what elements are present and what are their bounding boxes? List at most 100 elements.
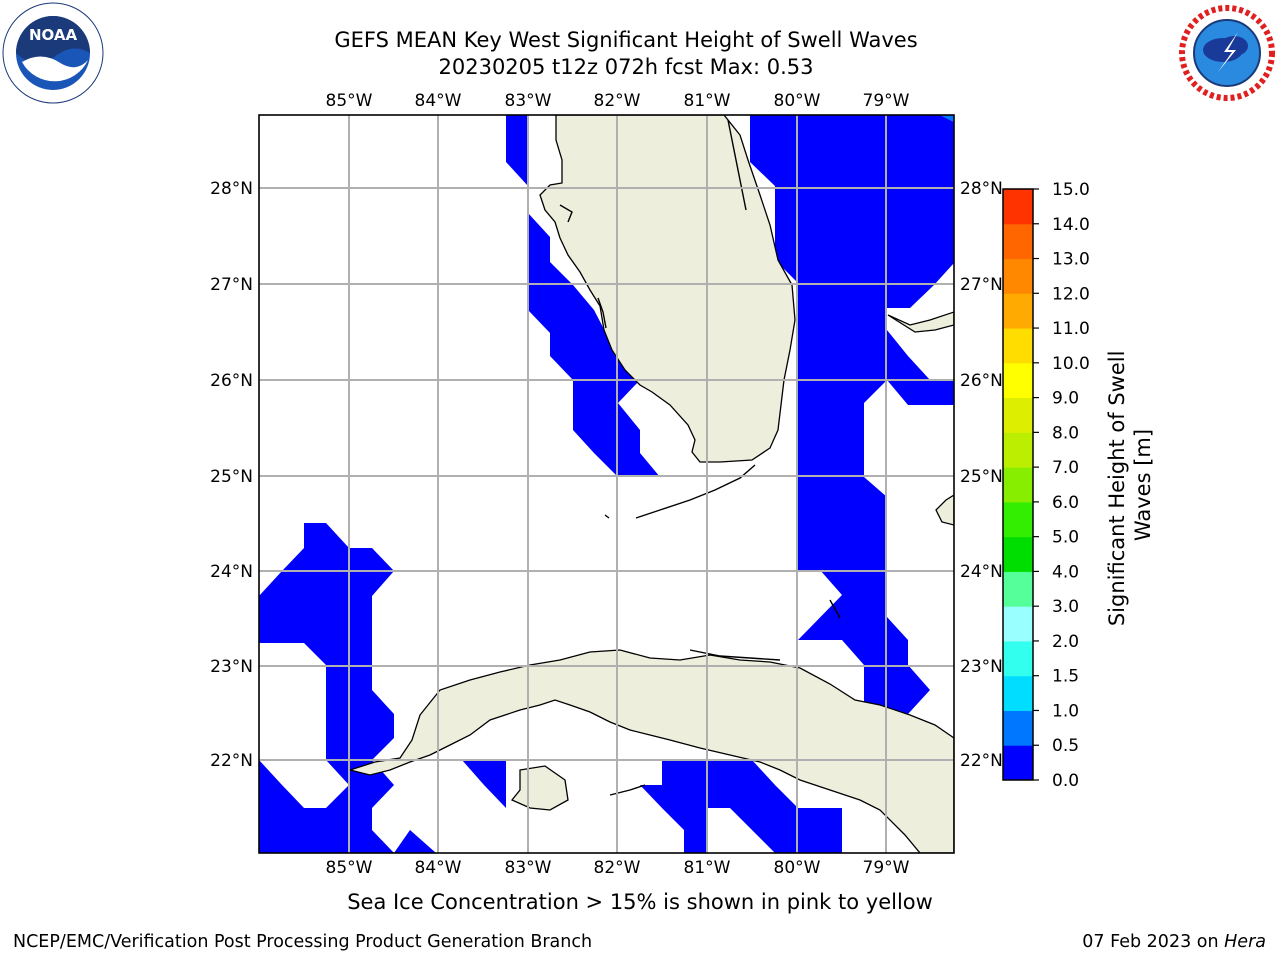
colorbar-swatch xyxy=(1003,397,1033,433)
colorbar-tick-label: 9.0 xyxy=(1052,389,1079,409)
colorbar-tick-label: 12.0 xyxy=(1052,284,1090,304)
map-border xyxy=(258,114,955,854)
isla-de-la-juventud xyxy=(510,765,569,811)
gridlines xyxy=(259,115,954,853)
lat-label-right-26n: 26°N xyxy=(960,371,1003,391)
colorbar-label-line2: Waves [m] xyxy=(1131,429,1155,541)
colorbar-label: Significant Height of Swell Waves [m] xyxy=(1105,344,1155,626)
swell-region-atlantic xyxy=(750,115,954,714)
lat-label-left-22n: 22°N xyxy=(210,751,253,771)
colorbar-swatch xyxy=(1003,710,1033,746)
swell-region-cuba-south-1 xyxy=(462,760,506,808)
bahamas-cays xyxy=(829,599,841,619)
lat-label-right-23n: 23°N xyxy=(960,657,1003,677)
colorbar-tick-label: 7.0 xyxy=(1052,458,1079,478)
footer-credit: NCEP/EMC/Verification Post Processing Pr… xyxy=(13,932,593,952)
lon-label-bottom-85w: 85°W xyxy=(326,858,373,878)
land xyxy=(347,115,954,853)
lon-label-bottom-80w: 80°W xyxy=(774,858,821,878)
lat-label-left-24n: 24°N xyxy=(210,562,253,582)
lat-label-right-22n: 22°N xyxy=(960,751,1003,771)
colorbar-tick-label: 4.0 xyxy=(1052,562,1079,582)
florida-peninsula xyxy=(539,115,796,463)
noaa-logo: NOAA xyxy=(2,2,104,104)
colorbar-swatch xyxy=(1003,606,1033,642)
colorbar-border xyxy=(1002,188,1034,781)
lat-labels-left: 28°N 27°N 26°N 25°N 24°N 23°N 22°N xyxy=(210,179,253,771)
colorbar-tick-label: 5.0 xyxy=(1052,528,1079,548)
colorbar-swatch xyxy=(1003,640,1033,677)
colorbar-swatch xyxy=(1003,536,1033,572)
swell-region-sw-florida xyxy=(528,213,660,477)
colorbar-ticks: 0.0 0.5 1.0 1.5 2.0 3.0 4.0 5.0 6.0 7.0 8.0 9.0 10.0… xyxy=(1033,180,1090,791)
lat-labels-right: 28°N 27°N 26°N 25°N 24°N 23°N 22°N xyxy=(960,179,1003,771)
colorbar-tick-label: 15.0 xyxy=(1052,180,1090,200)
dry-tortugas xyxy=(604,514,610,519)
colorbar-tick-label: 2.0 xyxy=(1052,632,1079,652)
colorbar-tick-label: 13.0 xyxy=(1052,250,1090,270)
lon-label-top-81w: 81°W xyxy=(684,91,731,111)
colorbar-tick-label: 10.0 xyxy=(1052,354,1090,374)
footer-date-text: 07 Feb 2023 on xyxy=(1082,932,1225,952)
lat-label-left-25n: 25°N xyxy=(210,467,253,487)
swell-region-higher xyxy=(940,115,954,122)
florida-gulf-islands xyxy=(597,297,607,329)
swell-region-nw-gulf xyxy=(506,115,528,186)
colorbar-swatch xyxy=(1003,328,1033,364)
footer-date: 07 Feb 2023 on Hera xyxy=(1082,932,1266,952)
colorbar-tick-label: 14.0 xyxy=(1052,215,1090,235)
bahamas-andros xyxy=(935,494,954,526)
colorbar-swatch xyxy=(1003,293,1033,329)
lon-label-top-80w: 80°W xyxy=(774,91,821,111)
colorbar-swatch xyxy=(1003,189,1033,225)
colorbar-swatch xyxy=(1003,258,1033,294)
lat-label-left-23n: 23°N xyxy=(210,657,253,677)
colorbar-tick-label: 3.0 xyxy=(1052,597,1079,617)
lat-label-right-25n: 25°N xyxy=(960,467,1003,487)
swell-region-cuba-south-2 xyxy=(640,760,842,853)
lat-label-right-28n: 28°N xyxy=(960,179,1003,199)
colorbar-swatch xyxy=(1003,362,1033,399)
lat-label-left-28n: 28°N xyxy=(210,179,253,199)
lon-label-top-82w: 82°W xyxy=(594,91,641,111)
lon-label-top-83w: 83°W xyxy=(505,91,552,111)
colorbar-swatch xyxy=(1003,571,1033,607)
colorbar-swatch xyxy=(1003,501,1033,538)
colorbar-tick-label: 0.0 xyxy=(1052,771,1079,791)
colorbar-tick-label: 8.0 xyxy=(1052,423,1079,443)
lat-label-right-24n: 24°N xyxy=(960,562,1003,582)
colorbar-tick-label: 1.0 xyxy=(1052,701,1079,721)
colorbar-tick-label: 1.5 xyxy=(1052,667,1079,687)
colorbar-label-line1: Significant Height of Swell xyxy=(1105,351,1129,627)
noaa-logo-text: NOAA xyxy=(29,26,78,44)
colorbar-swatch xyxy=(1003,675,1033,711)
footer-host: Hera xyxy=(1224,932,1266,952)
sea-ice-caption: Sea Ice Concentration > 15% is shown in … xyxy=(347,890,933,914)
colorbar-swatch xyxy=(1003,432,1033,468)
lon-label-bottom-79w: 79°W xyxy=(863,858,910,878)
lat-label-left-26n: 26°N xyxy=(210,371,253,391)
lon-label-bottom-84w: 84°W xyxy=(415,858,462,878)
lon-labels-bottom: 85°W 84°W 83°W 82°W 81°W 80°W 79°W xyxy=(326,858,910,878)
lat-label-right-27n: 27°N xyxy=(960,275,1003,295)
cuba xyxy=(347,649,954,853)
lon-label-top-79w: 79°W xyxy=(863,91,910,111)
lon-label-bottom-83w: 83°W xyxy=(505,858,552,878)
colorbar-tick-label: 6.0 xyxy=(1052,493,1079,513)
lon-label-top-84w: 84°W xyxy=(415,91,462,111)
bahamas-grand-bahama xyxy=(887,311,954,333)
chart-subtitle: 20230205 t12z 072h fcst Max: 0.53 xyxy=(438,55,814,79)
lat-label-left-27n: 27°N xyxy=(210,275,253,295)
lon-labels-top: 85°W 84°W 83°W 82°W 81°W 80°W 79°W xyxy=(326,91,910,111)
tampa-bay xyxy=(559,204,573,223)
colorbar-swatch xyxy=(1003,223,1033,260)
florida-east-lagoon xyxy=(727,119,747,211)
colorbar-tick-label: 11.0 xyxy=(1052,319,1090,339)
chart-title: GEFS MEAN Key West Significant Height of… xyxy=(334,28,918,52)
colorbar xyxy=(1003,189,1033,781)
lon-label-bottom-81w: 81°W xyxy=(684,858,731,878)
swell-region-cuba-south-3 xyxy=(394,830,436,853)
colorbar-swatch xyxy=(1003,467,1033,503)
lon-label-top-85w: 85°W xyxy=(326,91,373,111)
